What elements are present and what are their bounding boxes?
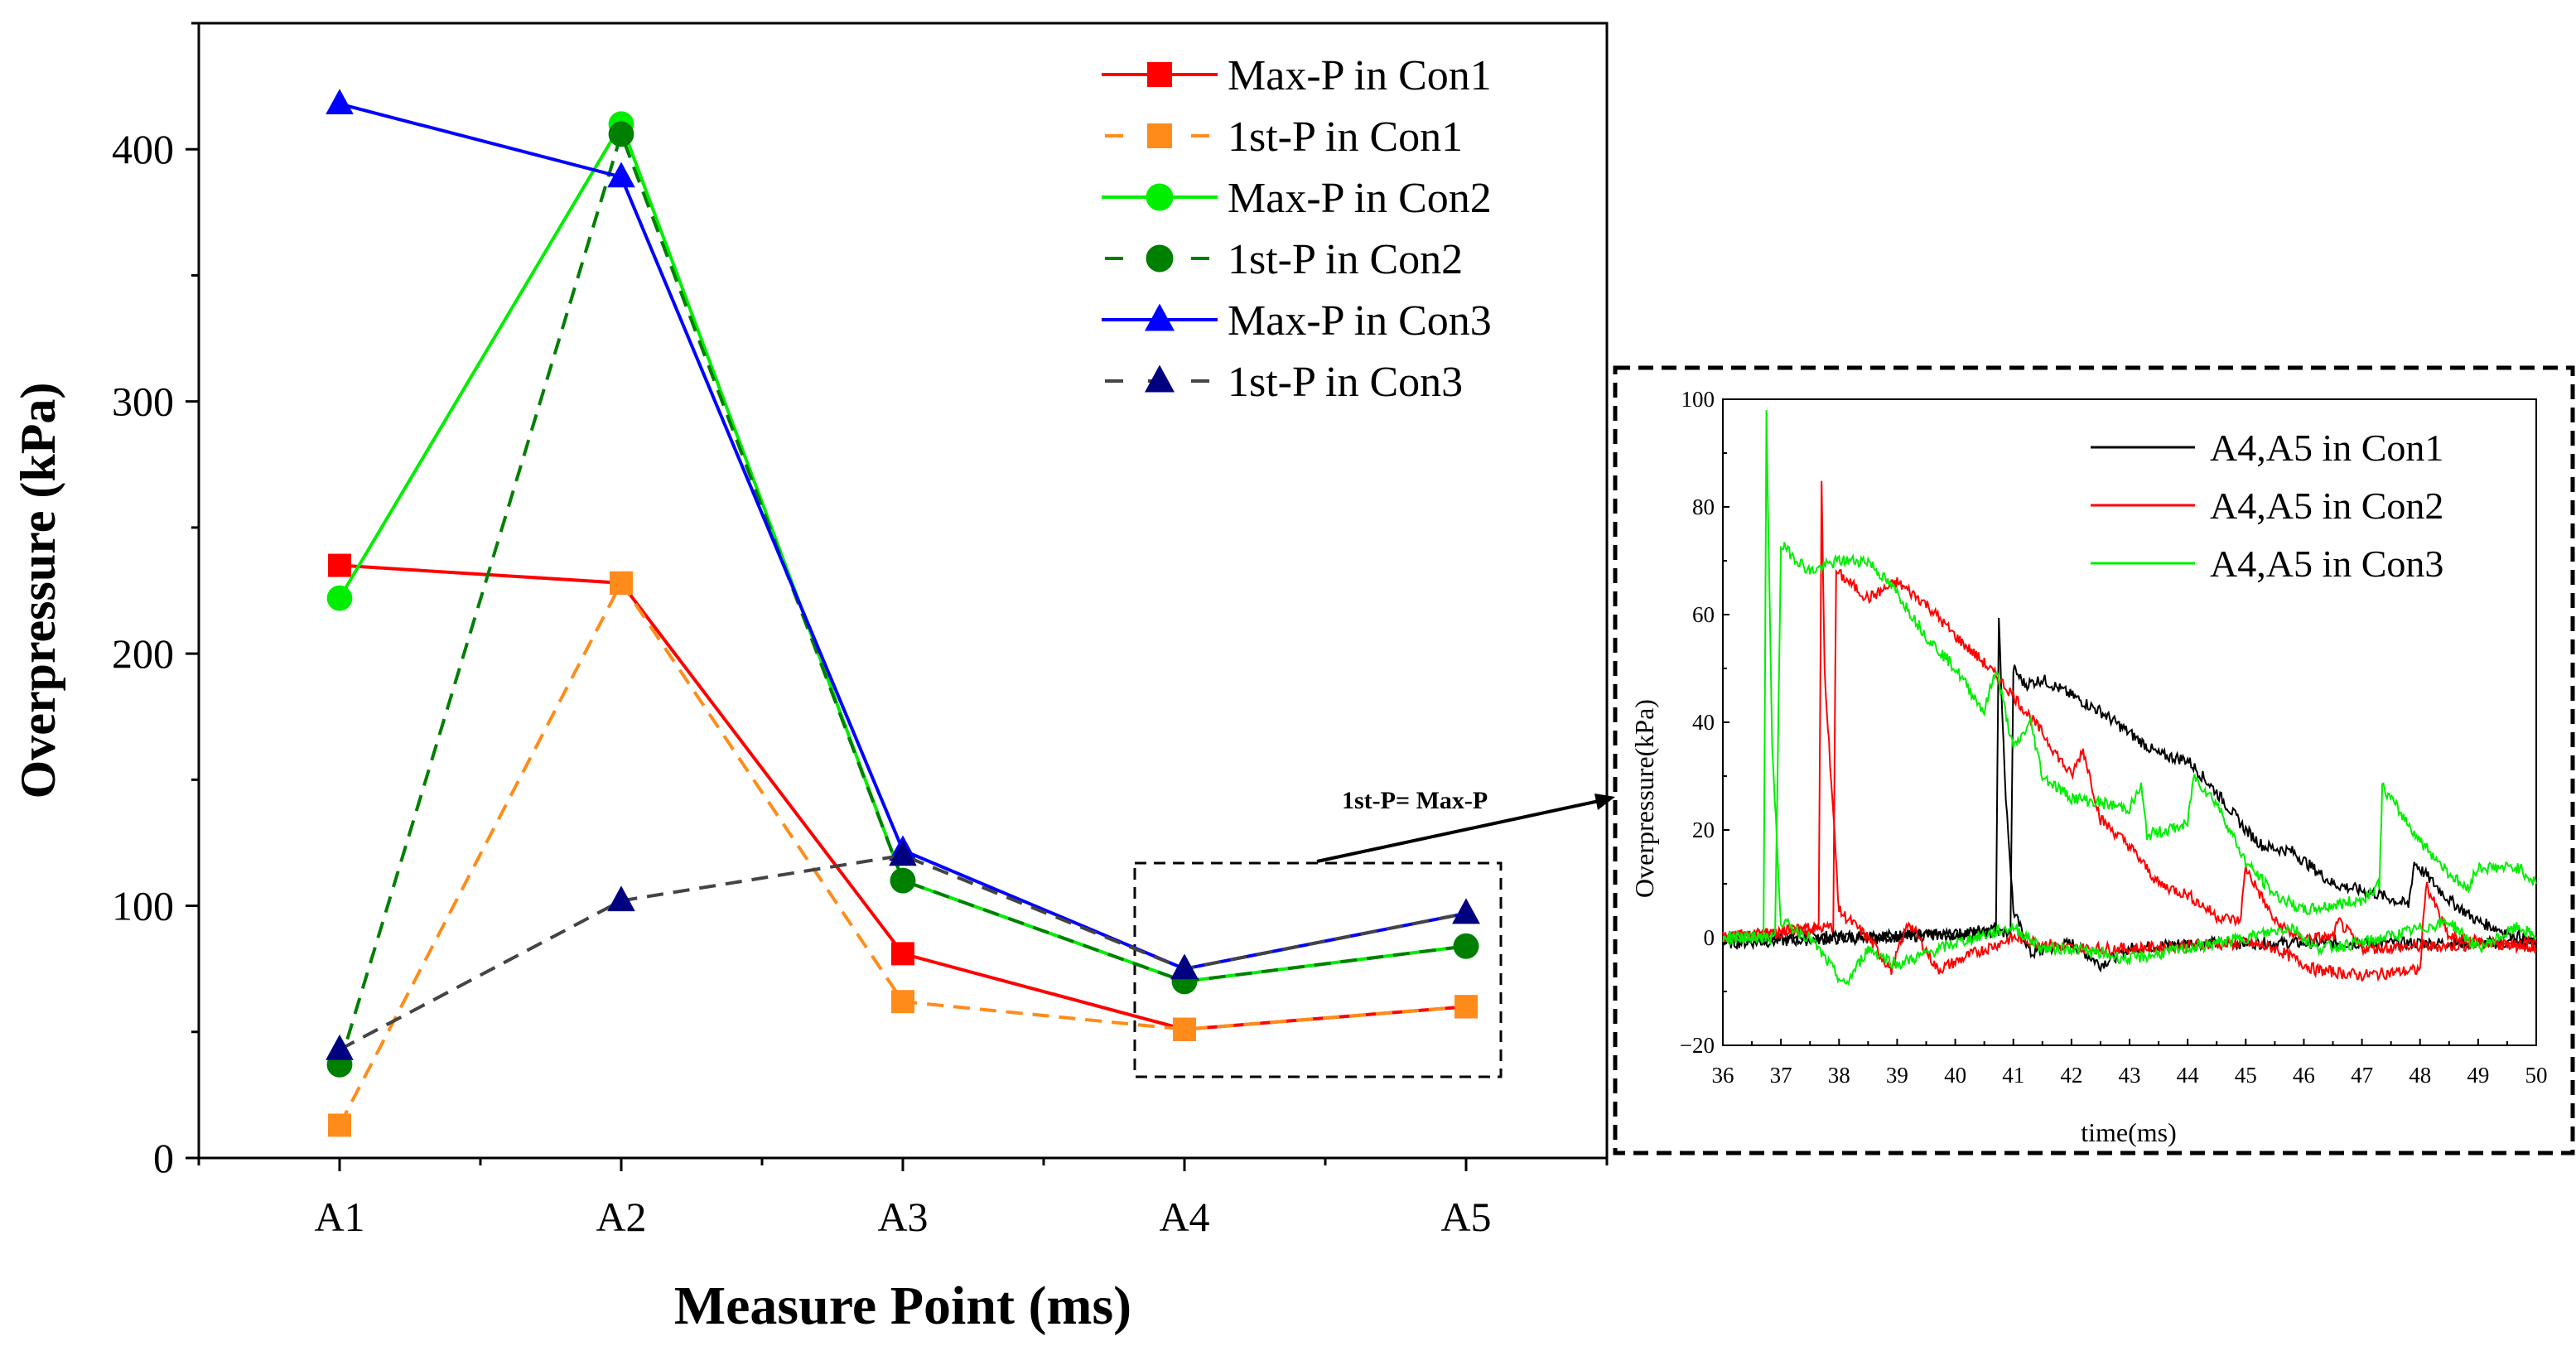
- inset-x-tick-label: 50: [2525, 1063, 2548, 1088]
- legend-label: Max-P in Con3: [1228, 297, 1492, 345]
- x-tick-label: A4: [1159, 1194, 1209, 1240]
- data-point: [891, 942, 914, 966]
- inset-x-tick-label: 49: [2467, 1063, 2489, 1088]
- inset-y-tick-label: 20: [1692, 818, 1715, 842]
- inset-trace: [1722, 410, 2537, 987]
- main-chart: 0 100 200 300 400 A1 A2 A3 A4 A5 Max-P in Con1 1st-…: [112, 22, 1615, 1240]
- data-point: [1173, 1017, 1196, 1041]
- series-1st-p-in-con2: [326, 121, 1479, 1078]
- legend-label: 1st-P in Con1: [1228, 113, 1463, 161]
- inset-frame: [1613, 365, 2575, 1155]
- inset-legend-label: A4,A5 in Con3: [2210, 543, 2443, 585]
- inset-trace: [1722, 542, 2537, 947]
- legend-marker: [1146, 244, 1174, 273]
- inset-x-tick-label: 38: [1828, 1063, 1850, 1088]
- data-point: [328, 1113, 351, 1137]
- data-point: [326, 89, 354, 115]
- inset-x-axis-title: time(ms): [2081, 1117, 2177, 1147]
- inset-trace: [1722, 568, 2537, 957]
- series-line: [339, 853, 1467, 1051]
- inset-x-tick-label: 41: [2002, 1063, 2024, 1088]
- data-point: [1453, 933, 1479, 959]
- inset-x-tick-label: 40: [1944, 1063, 1966, 1088]
- inset-y-tick-label: 60: [1692, 602, 1715, 627]
- x-tick-label: A3: [877, 1194, 928, 1240]
- data-point: [326, 585, 353, 611]
- inset-y-tick-label: −20: [1680, 1033, 1715, 1058]
- series-1st-p-in-con1: [328, 571, 1478, 1137]
- inset-x-tick-label: 46: [2293, 1063, 2315, 1088]
- inset-x-tick-label: 42: [2060, 1063, 2082, 1088]
- annotation-label: 1st-P= Max-P: [1342, 787, 1488, 814]
- inset-legend-label: A4,A5 in Con1: [2210, 427, 2443, 469]
- data-point: [607, 885, 635, 912]
- inset-x-tick-label: 36: [1712, 1063, 1734, 1088]
- main-y-axis-title: Overpressure (kPa): [11, 383, 65, 799]
- inset-x-tick-label: 39: [1886, 1063, 1908, 1088]
- inset-y-axis-title: Overpressure(kPa): [1629, 699, 1659, 898]
- legend-label: 1st-P in Con2: [1228, 236, 1463, 283]
- inset-trace: [1722, 480, 2537, 982]
- series-line: [338, 128, 1467, 1065]
- data-point: [326, 1034, 354, 1060]
- legend-label: Max-P in Con1: [1228, 52, 1492, 99]
- data-point: [1452, 898, 1480, 924]
- inset-series-3: [1722, 410, 2537, 987]
- legend: Max-P in Con1 1st-P in Con1 Max-P in Con2 1…: [1102, 52, 1492, 406]
- inset-series-2: [1722, 480, 2537, 982]
- data-point: [889, 840, 917, 866]
- inset-y-tick-label: 40: [1692, 710, 1715, 735]
- data-point: [608, 121, 634, 147]
- inset-legend: A4,A5 in Con1 A4,A5 in Con2 A4,A5 in Con3: [2091, 427, 2443, 585]
- x-tick-label: A1: [314, 1194, 364, 1240]
- legend-marker: [1146, 183, 1174, 211]
- main-x-axis-title: Measure Point (ms): [674, 1276, 1131, 1336]
- data-point: [607, 162, 635, 188]
- y-tick-label: 400: [112, 126, 174, 172]
- x-tick-label: A5: [1440, 1194, 1491, 1240]
- y-tick-label: 200: [112, 630, 174, 677]
- inset-trace: [1722, 664, 2537, 951]
- inset-chart: −20 0 20 40 60 80 100 36 37 38 39 40 41 42 43 44 45 46 47 4…: [1613, 365, 2575, 1155]
- inset-y-tick-label: 0: [1704, 925, 1715, 950]
- legend-marker: [1147, 123, 1172, 148]
- series-1st-p-in-con3: [326, 840, 1480, 1060]
- legend-label: Max-P in Con2: [1228, 175, 1492, 222]
- inset-y-tick-label: 100: [1681, 387, 1715, 412]
- inset-legend-label: A4,A5 in Con2: [2210, 485, 2443, 527]
- data-point: [610, 571, 633, 595]
- zoom-region-box: [1133, 861, 1503, 1078]
- annotation-arrow-line: [1316, 798, 1604, 863]
- inset-y-tick-label: 80: [1692, 494, 1715, 519]
- inset-x-tick-label: 37: [1770, 1063, 1792, 1088]
- inset-x-tick-label: 44: [2177, 1063, 2200, 1088]
- y-tick-label: 100: [112, 883, 174, 929]
- inset-x-tick-label: 45: [2235, 1063, 2257, 1088]
- legend-label: 1st-P in Con3: [1228, 359, 1463, 406]
- legend-marker: [1147, 62, 1172, 87]
- inset-x-tick-label: 48: [2409, 1063, 2431, 1088]
- x-tick-label: A2: [596, 1194, 646, 1240]
- legend-marker: [1145, 303, 1175, 331]
- inset-x-tick-label: 47: [2351, 1063, 2373, 1088]
- arrow-head-icon: [1594, 794, 1615, 810]
- data-point: [328, 553, 351, 577]
- data-point: [891, 990, 914, 1014]
- y-tick-label: 0: [153, 1135, 174, 1181]
- y-tick-label: 300: [112, 379, 174, 425]
- data-point: [1454, 995, 1478, 1019]
- data-point: [1170, 953, 1199, 980]
- data-point: [890, 867, 916, 894]
- legend-marker: [1145, 364, 1175, 393]
- inset-x-tick-label: 43: [2119, 1063, 2141, 1088]
